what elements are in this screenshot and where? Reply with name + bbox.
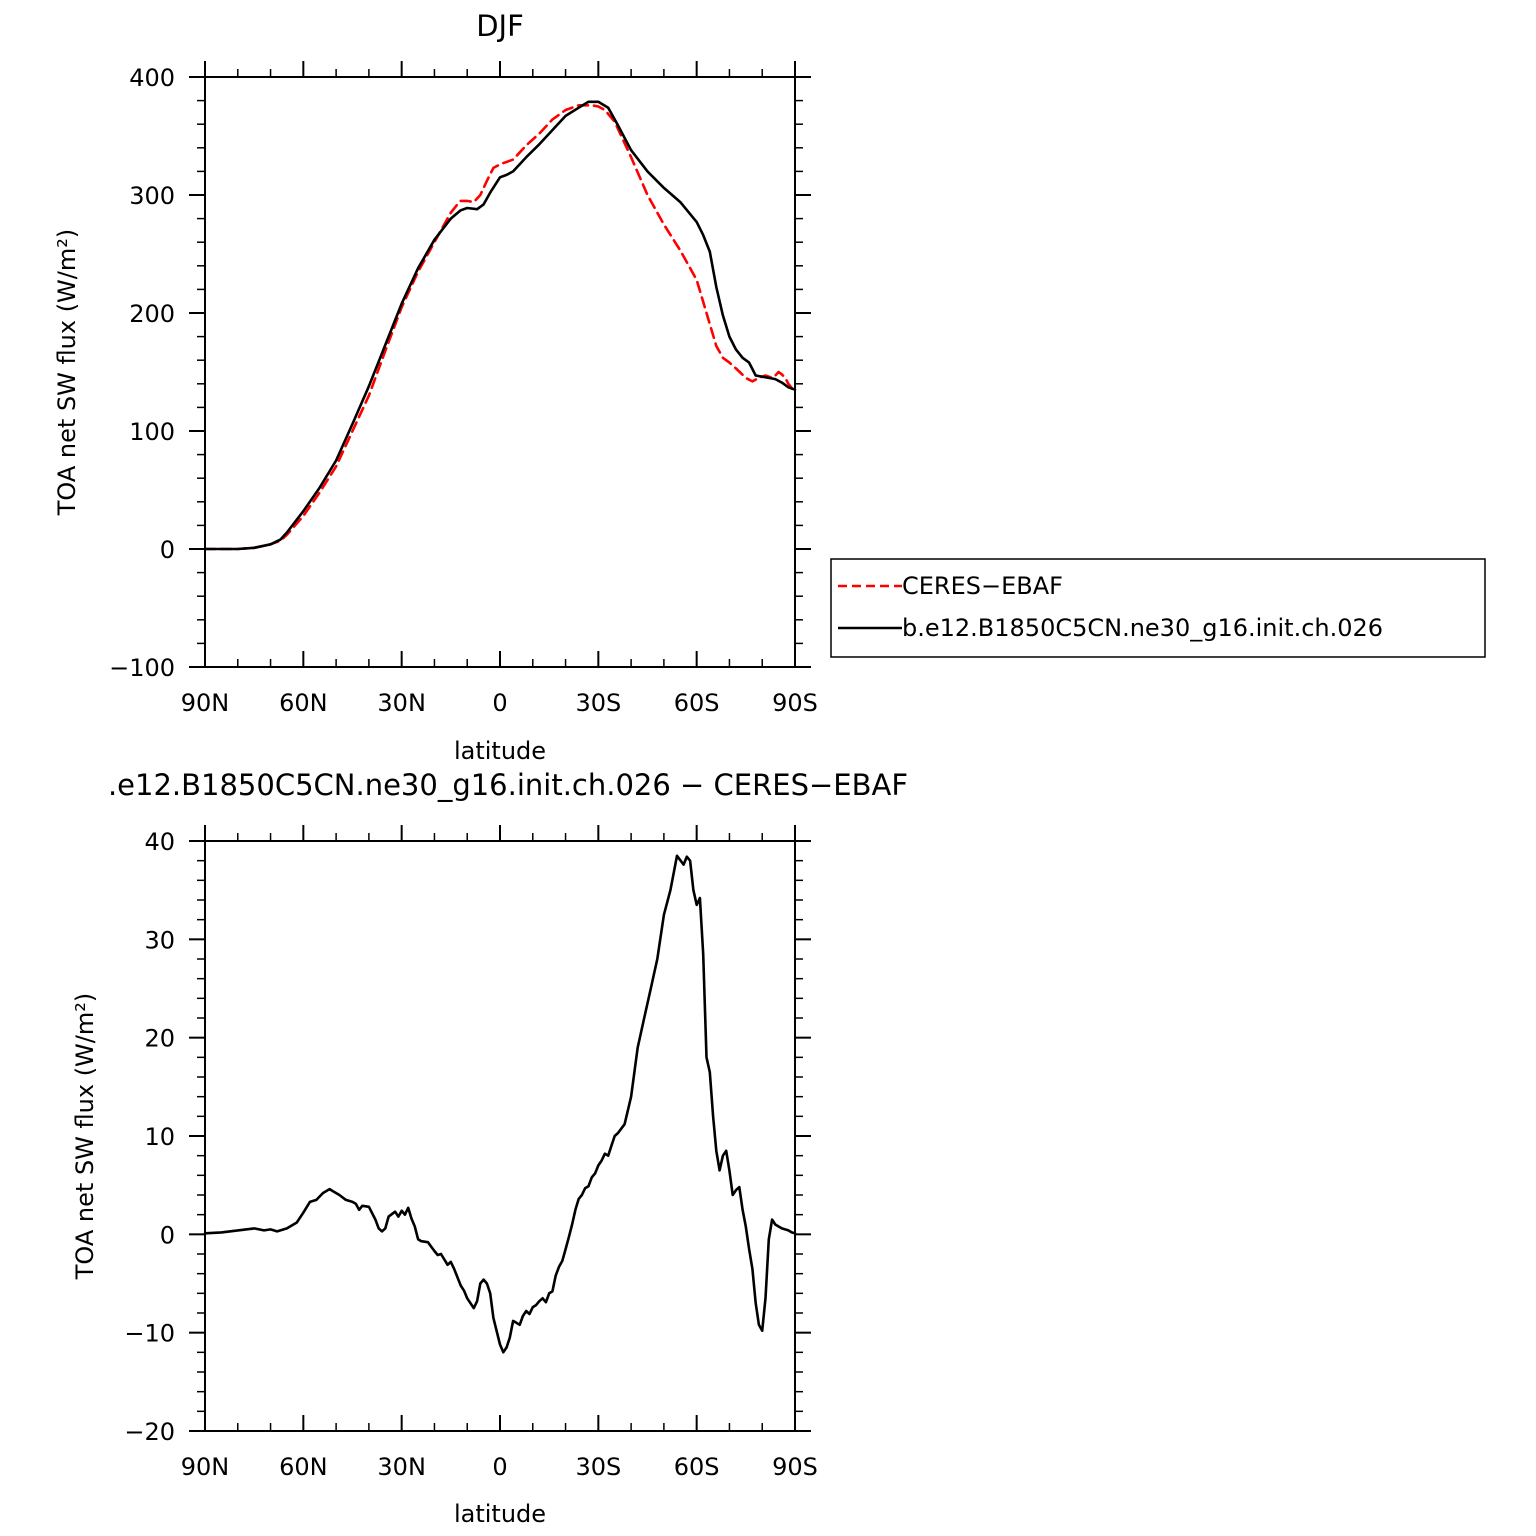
- bottom-y-tick-label-5: −10: [124, 1320, 175, 1348]
- top-series-line-1: [203, 100, 797, 551]
- legend-label-ceres: CERES−EBAF: [902, 572, 1063, 600]
- top-y-tick-label-1: 300: [129, 182, 175, 210]
- bottom-x-tick-label-6: 90S: [772, 1453, 818, 1481]
- top-x-tick-label-5: 60S: [674, 689, 720, 717]
- top-y-axis-label: TOA net SW flux (W/m²): [53, 229, 81, 517]
- bottom-title: .e12.B1850C5CN.ne30_g16.init.ch.026 − CE…: [108, 768, 908, 802]
- top-series-line-0: [203, 104, 797, 551]
- bottom-y-tick-label-2: 20: [144, 1025, 175, 1053]
- bottom-axes: 90N 60N 30N 0 30S 60S 90S 40 30 20 10 0 −10 −20: [124, 825, 818, 1481]
- top-y-tick-label-5: −100: [109, 654, 175, 682]
- top-y-tick-label-2: 200: [129, 300, 175, 328]
- bottom-y-axis-label: TOA net SW flux (W/m²): [71, 993, 99, 1281]
- bottom-y-tick-label-6: −20: [124, 1418, 175, 1446]
- legend: CERES−EBAF b.e12.B1850C5CN.ne30_g16.init…: [830, 558, 1486, 658]
- top-x-tick-label-0: 90N: [181, 689, 230, 717]
- bottom-x-tick-label-2: 30N: [377, 1453, 426, 1481]
- top-plot-area: [203, 100, 797, 551]
- top-plot-frame: [204, 76, 796, 668]
- top-x-tick-label-6: 90S: [772, 689, 818, 717]
- bottom-series-line-0: [203, 854, 797, 1354]
- legend-box: [830, 558, 1486, 658]
- top-y-tick-label-4: 0: [160, 536, 175, 564]
- top-x-tick-label-1: 60N: [279, 689, 328, 717]
- top-x-tick-label-2: 30N: [377, 689, 426, 717]
- top-x-tick-label-4: 30S: [575, 689, 621, 717]
- bottom-x-tick-label-1: 60N: [279, 1453, 328, 1481]
- top-panel: DJF 90N 60N 30N 0 30S 60S 90S 400 300 200 100 0 −100…: [53, 9, 818, 765]
- legend-label-model: b.e12.B1850C5CN.ne30_g16.init.ch.026: [902, 614, 1383, 642]
- bottom-y-tick-label-4: 0: [160, 1221, 175, 1249]
- bottom-x-tick-label-4: 30S: [575, 1453, 621, 1481]
- bottom-plot-area: [203, 854, 797, 1354]
- bottom-x-axis-label: latitude: [454, 1500, 546, 1528]
- bottom-panel: .e12.B1850C5CN.ne30_g16.init.ch.026 − CE…: [71, 768, 908, 1528]
- bottom-x-tick-label-5: 60S: [674, 1453, 720, 1481]
- top-title: DJF: [476, 9, 524, 43]
- bottom-y-tick-label-1: 30: [144, 926, 175, 954]
- bottom-y-tick-label-3: 10: [144, 1123, 175, 1151]
- top-x-axis-label: latitude: [454, 737, 546, 765]
- top-x-tick-label-3: 0: [492, 689, 507, 717]
- bottom-y-tick-label-0: 40: [144, 828, 175, 856]
- top-axes: 90N 60N 30N 0 30S 60S 90S 400 300 200 100 0 −100: [109, 61, 818, 717]
- bottom-x-tick-label-3: 0: [492, 1453, 507, 1481]
- bottom-x-tick-label-0: 90N: [181, 1453, 230, 1481]
- top-y-tick-label-3: 100: [129, 418, 175, 446]
- top-y-tick-label-0: 400: [129, 64, 175, 92]
